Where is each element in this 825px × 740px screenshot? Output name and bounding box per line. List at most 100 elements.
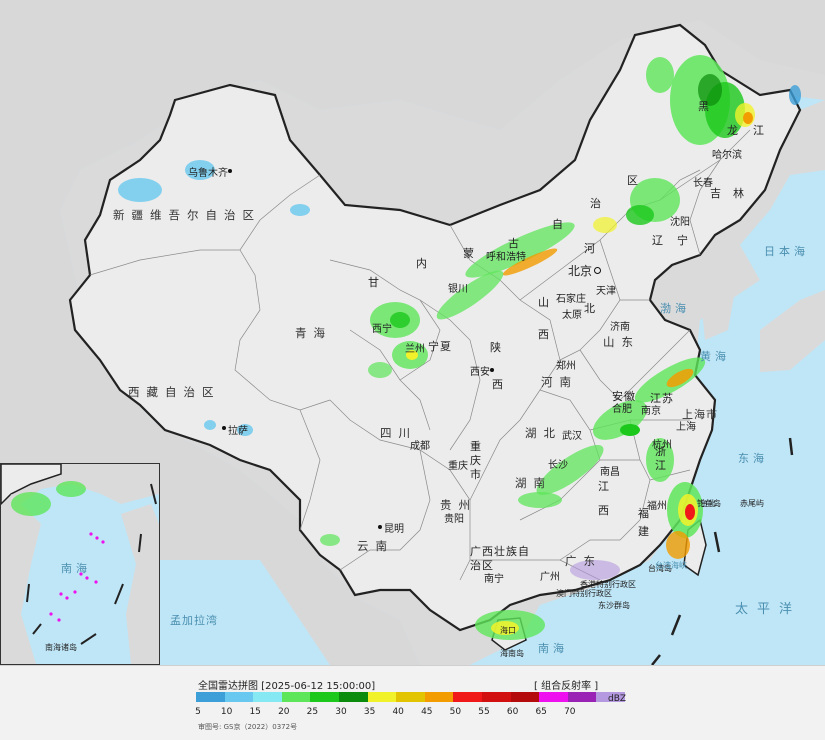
legend-tick-label: 55 (478, 707, 490, 717)
city-label-xian: 西安 (470, 367, 490, 378)
city-label-lhasa: 拉萨 (228, 426, 248, 437)
province-label-neimenggu-5: 治 (590, 197, 602, 210)
japan-land (760, 290, 825, 372)
province-label-qinghai: 青海 (295, 326, 332, 340)
legend-swatch-1 (224, 692, 254, 702)
sea-label-nanhai: 南海 (538, 642, 568, 655)
legend-tick-label: 60 (506, 707, 519, 717)
city-label-hongkong: 香港特别行政区 (580, 580, 636, 589)
city-label-macau: 澳门特别行政区 (556, 589, 612, 598)
legend-swatch-10 (481, 692, 511, 702)
legend-tick-label: 35 (363, 707, 376, 717)
province-label-henan: 河南 (541, 375, 578, 389)
province-label-neimenggu-2: 蒙 (463, 247, 475, 260)
province-label-hebei-1: 河 (584, 242, 596, 255)
legend-tick-label: 20 (278, 707, 290, 717)
city-label-chengdu: 成都 (410, 441, 430, 452)
legend-swatch-0 (196, 692, 225, 702)
inset-canvas (1, 464, 159, 664)
city-label-guiyang: 贵阳 (444, 514, 464, 525)
city-label-diaoyu: 钓鱼岛 (697, 499, 721, 508)
city-label-shanghai-region: 上海市 (682, 408, 718, 421)
legend-product-mode: [ 组合反射率 ] (534, 681, 599, 692)
legend-tick-label: 15 (249, 707, 261, 717)
province-label-guangdong: 广东 (565, 554, 602, 568)
city-label-chongqing: 重庆 (448, 461, 468, 472)
radar-map: 新疆维吾尔自治区 西藏自治区 青海 甘 四川 云南 贵州 广西壮族自治区 内 蒙… (0, 0, 825, 665)
capital-star-icon (594, 267, 601, 274)
city-label-zhengzhou: 郑州 (556, 361, 576, 372)
city-label-wuhan: 武汉 (562, 431, 582, 442)
city-dot-lhasa (222, 426, 226, 430)
neighbor-land-west (0, 0, 825, 665)
legend-tick-label: 25 (306, 707, 319, 717)
nanhai-inset-map: 南海 南海诸岛 (0, 463, 160, 665)
city-label-hainan: 海南岛 (500, 649, 524, 658)
province-label-yunnan: 云南 (357, 539, 394, 553)
province-label-neimenggu-3: 古 (508, 237, 520, 250)
province-label-jilin-2: 林 (733, 187, 745, 200)
province-label-shandong: 山东 (603, 335, 640, 349)
province-label-hunan: 湖南 (515, 476, 552, 490)
legend-swatch-2 (253, 692, 282, 702)
legend-tick-label: 10 (220, 707, 233, 717)
province-label-shaanxi-1: 陕 (490, 341, 502, 354)
legend-swatch-13 (567, 692, 597, 702)
map-approval-number: 审图号: GS京（2022）0372号 (198, 723, 298, 731)
city-label-guangzhou: 广州 (540, 572, 560, 583)
legend-title: 全国雷达拼图 [2025-06-12 15:00:00] (198, 681, 376, 692)
province-label-hebei-2: 北 (584, 302, 596, 315)
city-label-nanjing: 南京 (641, 406, 661, 417)
city-label-lanzhou: 兰州 (405, 344, 425, 355)
sea-label-bohai: 渤海 (660, 302, 690, 315)
city-label-taiwan: 台湾岛 (648, 564, 672, 573)
province-label-anhui: 安徽 (612, 390, 636, 403)
city-dot-kunming (378, 525, 382, 529)
city-label-taiyuan: 太原 (562, 310, 582, 321)
city-label-changchun: 长春 (693, 178, 713, 189)
province-label-jilin-1: 吉 (710, 187, 722, 200)
legend-panel (0, 665, 825, 740)
province-label-xizang: 西藏自治区 (128, 385, 221, 399)
sea-label-huanghai: 黄海 (700, 350, 730, 363)
city-dot-urumqi (228, 169, 232, 173)
legend-tick-label: 30 (335, 707, 347, 717)
japan-sea (740, 180, 825, 300)
legend-swatch-7 (396, 692, 425, 702)
city-label-kunming: 昆明 (384, 524, 404, 535)
city-label-dongsha: 东沙群岛 (598, 601, 630, 610)
legend-swatch-9 (453, 692, 482, 702)
legend-tick-label: 5 (195, 707, 201, 717)
bay-of-bengal (160, 560, 330, 665)
city-label-jinan: 济南 (610, 322, 630, 333)
province-label-xinjiang: 新疆维吾尔自治区 (113, 208, 261, 222)
legend-tick-label: 40 (392, 707, 404, 717)
province-label-neimenggu-6: 区 (627, 174, 639, 187)
province-label-shaanxi-2: 西 (492, 378, 504, 391)
city-label-harbin: 哈尔滨 (712, 150, 742, 161)
city-label-hangzhou: 杭州 (652, 440, 672, 451)
province-label-ningxia: 宁夏 (428, 340, 452, 353)
legend-tick-label: 50 (449, 707, 462, 717)
province-label-guangxi: 广西壮族自治区 (470, 545, 530, 572)
legend-tick-label: 45 (421, 707, 433, 717)
province-label-jiangsu: 江苏 (650, 392, 674, 405)
legend-swatch-5 (338, 692, 368, 702)
legend-swatch-14 (596, 692, 625, 702)
sea-label-japan-sea: 日本海 (764, 245, 809, 258)
province-label-neimenggu-1: 内 (416, 257, 428, 270)
sea-label-bengal: 孟加拉湾 (170, 614, 218, 627)
legend-swatch-12 (539, 692, 568, 702)
city-label-nanning: 南宁 (484, 574, 504, 585)
province-label-liaoning-2: 宁 (677, 234, 689, 247)
legend-swatch-4 (310, 692, 339, 702)
city-label-haikou: 海口 (500, 626, 516, 635)
maritime-boundary (651, 437, 794, 665)
legend-color-bar (196, 692, 625, 702)
city-label-yinchuan: 银川 (448, 284, 468, 295)
korea-land (700, 270, 735, 340)
sea-label-pacific: 太平洋 (735, 602, 802, 617)
province-label-liaoning-1: 辽 (652, 234, 664, 247)
province-label-chongqing: 重庆市 (470, 440, 482, 481)
inset-label-nanhai-islands: 南海诸岛 (45, 643, 77, 652)
